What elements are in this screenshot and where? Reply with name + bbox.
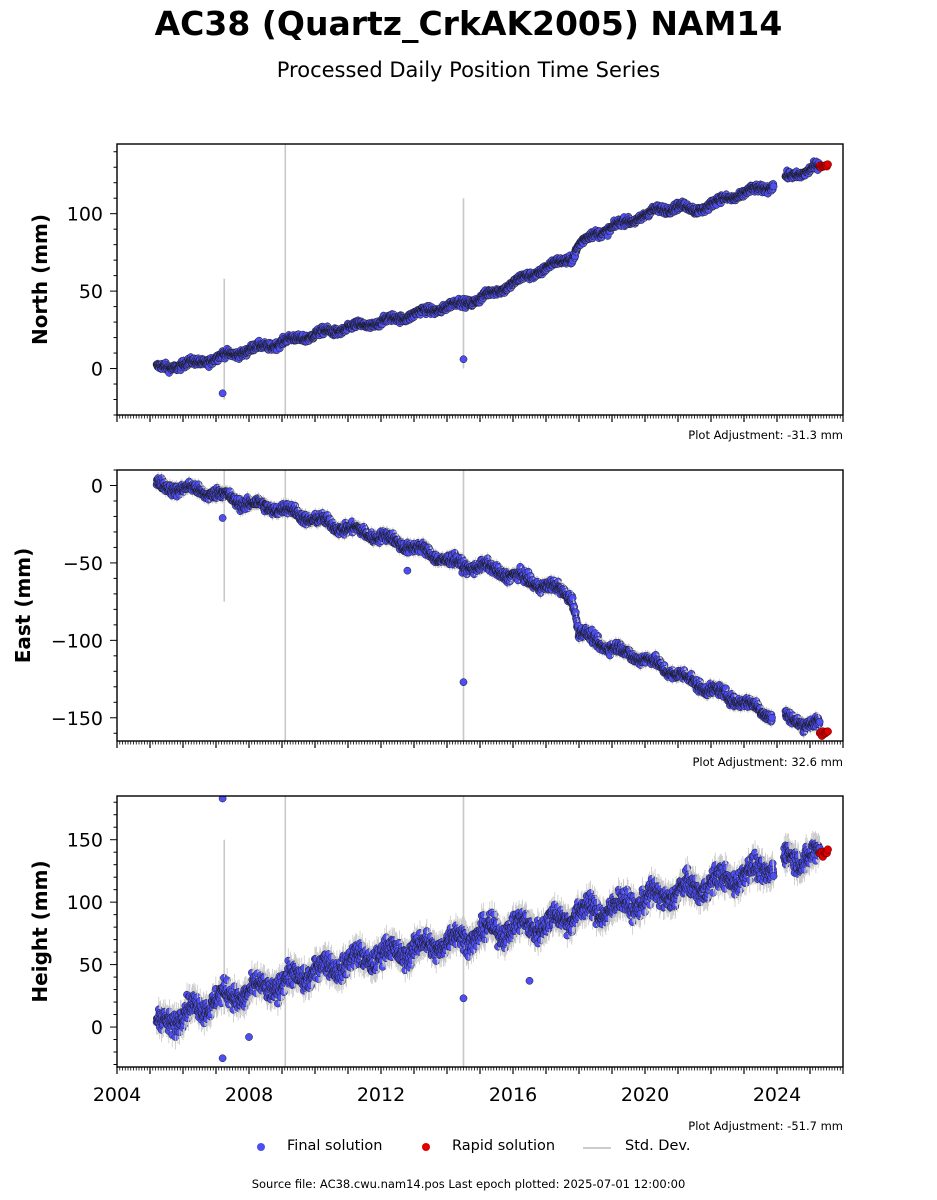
plot-frame: [116, 143, 844, 416]
chart-title: AC38 (Quartz_CrkAK2005) NAM14: [154, 4, 783, 43]
rapid-solution-point: [823, 160, 832, 169]
y-tick-label: 0: [91, 359, 103, 381]
outlier-point: [218, 389, 227, 398]
y-axis-label: North (mm): [28, 214, 52, 345]
final-solution-point: [769, 182, 778, 191]
chart-subtitle: Processed Daily Position Time Series: [276, 58, 661, 82]
final-solution-points: [152, 472, 832, 740]
y-tick-label: 50: [79, 281, 103, 303]
outlier-point: [459, 355, 468, 364]
y-tick-label: 100: [67, 204, 103, 226]
final-solution-points: [152, 157, 832, 398]
